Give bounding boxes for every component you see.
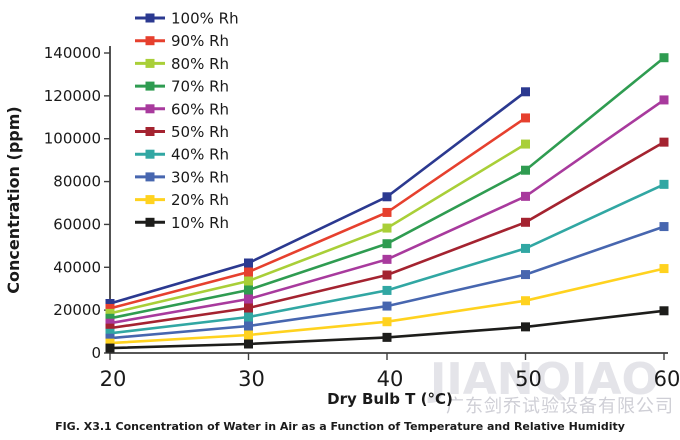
data-point-100-rh (382, 192, 392, 202)
y-tick-label: 80000 (53, 173, 101, 191)
x-tick-label: 40 (377, 367, 404, 391)
watermark-company-text: 广东剑乔试验设备有限公司 (446, 396, 674, 417)
data-point-70-rh (244, 285, 253, 295)
watermark-brand-text: JIANQIAO (430, 354, 659, 405)
data-point-50-rh (521, 217, 530, 227)
legend-marker-square (145, 127, 155, 136)
legend-label: 80% Rh (171, 55, 229, 73)
data-point-10-rh (105, 343, 115, 353)
data-point-90-rh (382, 207, 392, 217)
data-point-80-rh (105, 308, 115, 318)
data-point-100-rh (521, 87, 530, 97)
series-line-90-rh (109, 116, 527, 310)
data-point-70-rh (521, 165, 530, 175)
data-point-40-rh (382, 285, 392, 295)
data-point-50-rh (382, 270, 392, 280)
data-point-60-rh (382, 254, 392, 264)
data-point-50-rh (105, 323, 115, 333)
x-tick-label: 30 (238, 367, 265, 391)
data-point-100-rh (244, 258, 253, 268)
legend-marker-square (145, 58, 155, 68)
data-point-20-rh (659, 264, 669, 274)
data-point-60-rh (659, 95, 669, 105)
data-point-30-rh (659, 222, 669, 232)
data-point-20-rh (244, 330, 253, 340)
legend-marker-square (145, 81, 155, 91)
figure-caption: FIG. X3.1 Concentration of Water in Air … (55, 420, 625, 433)
data-point-40-rh (105, 328, 115, 338)
y-axis-title: Concentration (ppm) (4, 106, 23, 294)
legend-label: 50% Rh (171, 123, 229, 141)
legend-marker-square (145, 149, 155, 159)
data-point-30-rh (382, 301, 392, 311)
data-point-90-rh (105, 303, 115, 313)
legend-label: 20% Rh (171, 191, 229, 209)
data-point-40-rh (521, 243, 530, 253)
legend-label: 90% Rh (171, 32, 229, 50)
x-tick-label: 60 (654, 367, 680, 391)
legend-label: 100% Rh (171, 10, 239, 28)
data-point-10-rh (382, 332, 392, 342)
y-tick-label: 20000 (53, 301, 101, 319)
legend-label: 30% Rh (171, 168, 229, 186)
data-point-70-rh (105, 313, 115, 323)
legend-label: 60% Rh (171, 100, 229, 118)
y-tick-label: 40000 (53, 258, 101, 276)
x-axis-title: Dry Bulb T (°C) (327, 390, 453, 408)
data-point-70-rh (382, 239, 392, 249)
legend-marker-square (145, 172, 155, 182)
legend-marker-square (145, 217, 155, 227)
x-tick-label: 50 (515, 367, 542, 391)
legend-label: 10% Rh (171, 214, 229, 232)
data-point-60-rh (244, 294, 253, 304)
y-tick-label: 100000 (44, 130, 101, 148)
legend-marker-square (145, 13, 155, 23)
data-point-10-rh (521, 322, 530, 332)
y-tick-label: 120000 (44, 87, 101, 105)
data-point-60-rh (521, 191, 530, 201)
y-tick-label: 140000 (44, 44, 101, 62)
legend-marker-square (145, 36, 155, 46)
legend-marker-square (145, 104, 155, 114)
series-line-100-rh (109, 90, 527, 305)
data-point-40-rh (659, 179, 669, 189)
data-point-70-rh (659, 53, 669, 63)
data-point-10-rh (659, 306, 669, 316)
data-point-100-rh (105, 299, 115, 308)
data-point-20-rh (521, 296, 530, 306)
data-point-90-rh (521, 113, 530, 123)
data-point-80-rh (521, 139, 530, 149)
legend-label: 40% Rh (171, 146, 229, 164)
data-point-40-rh (244, 312, 253, 322)
data-point-20-rh (105, 338, 115, 348)
data-point-20-rh (382, 317, 392, 327)
series-line-80-rh (109, 142, 527, 315)
data-point-50-rh (659, 137, 669, 147)
data-point-50-rh (244, 303, 253, 313)
data-point-10-rh (244, 339, 253, 349)
x-tick-label: 20 (100, 367, 127, 391)
data-point-30-rh (105, 333, 115, 343)
data-point-80-rh (382, 223, 392, 233)
data-point-80-rh (244, 276, 253, 286)
y-tick-label: 0 (91, 344, 101, 362)
data-point-30-rh (521, 270, 530, 280)
legend-marker-square (145, 195, 155, 205)
legend-label: 70% Rh (171, 78, 229, 96)
data-point-30-rh (244, 321, 253, 331)
y-tick-label: 60000 (53, 215, 101, 233)
data-point-90-rh (244, 267, 253, 277)
data-point-60-rh (105, 318, 115, 328)
